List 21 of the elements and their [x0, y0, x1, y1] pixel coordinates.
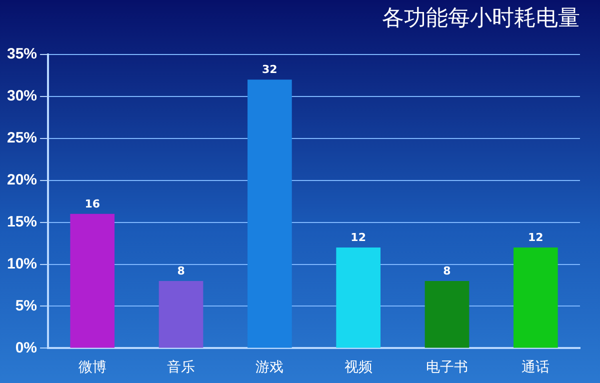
y-tick-label: 30% [6, 88, 38, 105]
y-tick-label: 5% [15, 297, 38, 314]
data-label: 16 [84, 197, 100, 210]
data-label: 12 [350, 230, 366, 244]
x-tick-label: 电子书 [426, 358, 468, 374]
data-label: 8 [443, 264, 451, 278]
x-tick-label: 音乐 [167, 358, 196, 374]
y-tick-label: 25% [6, 129, 38, 146]
data-label: 12 [528, 230, 544, 244]
data-label: 32 [262, 62, 278, 76]
data-label: 8 [177, 264, 185, 278]
x-tick-label: 游戏 [256, 358, 284, 374]
x-tick-label: 通话 [522, 358, 550, 374]
y-tick-label: 35% [6, 46, 38, 63]
chart-title: 各功能每小时耗电量 [382, 6, 580, 31]
y-tick-label: 10% [6, 255, 38, 272]
x-tick-label: 视频 [344, 358, 372, 374]
y-tick-label: 0% [15, 339, 38, 356]
y-tick-label: 15% [6, 213, 38, 230]
y-tick-label: 20% [6, 171, 38, 188]
x-tick-label: 微博 [78, 358, 106, 374]
